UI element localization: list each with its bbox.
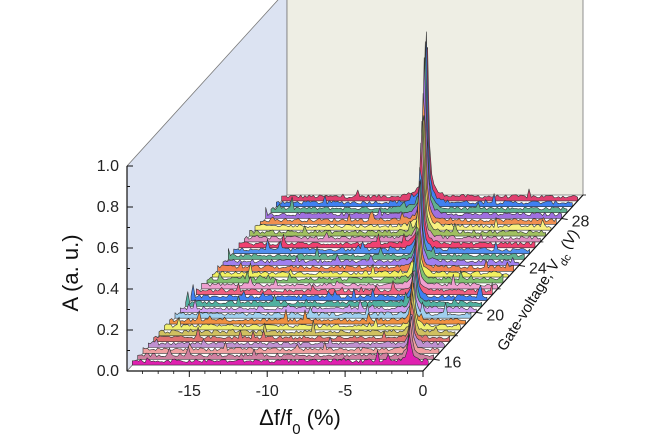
z-tick-label-0: 16 — [444, 354, 462, 371]
series-trace-24 — [260, 93, 557, 225]
series-trace-13 — [201, 231, 498, 290]
z-tick-3 — [561, 217, 568, 220]
y-tick-label-3: 0.6 — [97, 240, 119, 257]
z-tick-label-2: 24 — [529, 260, 547, 277]
x-tick-label-0: -15 — [178, 383, 201, 400]
series-trace-21 — [244, 121, 541, 243]
series-trace-18 — [228, 179, 525, 260]
series-trace-14 — [206, 226, 504, 284]
back-wall — [286, 0, 584, 196]
series-trace-10 — [185, 255, 482, 307]
axes-layer: 0.0 0.2 0.4 0.6 0.8 1.0 -15 -10 -5 0 16 20 24 28 — [97, 158, 590, 400]
series-trace-22 — [249, 115, 546, 237]
series-trace-7 — [169, 275, 466, 325]
series-trace-0 — [132, 333, 429, 366]
x-tick-label-1: -10 — [256, 383, 279, 400]
x-tick-label-3: 0 — [419, 383, 428, 400]
x-axis-title-unit: (%) — [301, 405, 341, 430]
z-axis-line — [422, 194, 584, 372]
series-trace-15 — [212, 206, 509, 278]
series-trace-25 — [265, 57, 562, 219]
series-trace-23 — [254, 115, 552, 231]
series-layer — [132, 31, 578, 366]
series-trace-19 — [233, 167, 530, 254]
y-axis-title: A (a. u.) — [58, 234, 83, 311]
x-axis-title: Δf/f0 (%) — [259, 405, 341, 438]
y-tick-label-1: 0.2 — [97, 322, 119, 339]
z-tick-1 — [476, 311, 483, 314]
z-tick-0 — [433, 358, 440, 361]
y-tick-label-5: 1.0 — [97, 158, 119, 175]
series-trace-4 — [153, 302, 450, 342]
z-tick-label-1: 20 — [486, 307, 504, 324]
x-axis-title-main: Δf/f — [259, 405, 293, 430]
z-tick-label-3: 28 — [572, 213, 590, 230]
series-trace-17 — [222, 180, 520, 266]
series-trace-20 — [238, 142, 536, 249]
z-tick-2 — [518, 264, 526, 267]
z-axis-title-unit: (V) — [555, 226, 582, 256]
x-tick-label-2: -5 — [338, 383, 352, 400]
y-tick-label-0: 0.0 — [97, 363, 119, 380]
series-trace-16 — [217, 189, 514, 272]
x-axis-title-sub: 0 — [292, 421, 300, 438]
series-trace-5 — [158, 291, 456, 337]
series-trace-1 — [137, 322, 434, 360]
y-tick-label-2: 0.4 — [97, 281, 119, 298]
y-tick-label-4: 0.8 — [97, 199, 119, 216]
